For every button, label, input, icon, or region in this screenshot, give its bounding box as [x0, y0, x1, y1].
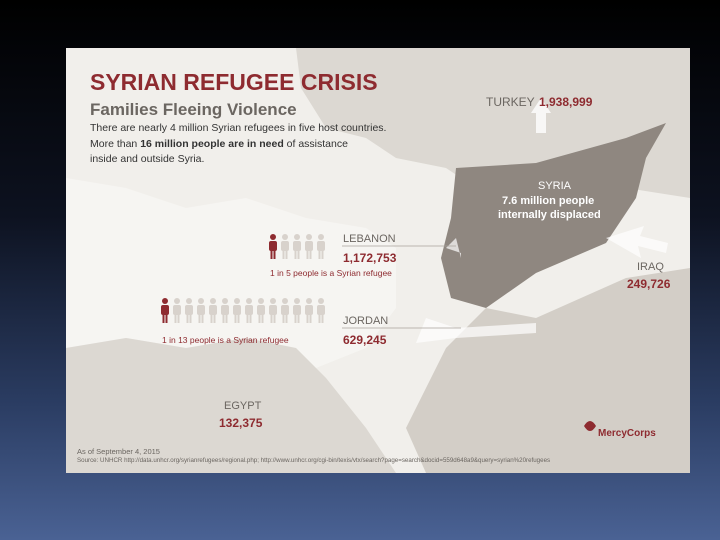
- country-name: IRAQ: [637, 261, 664, 273]
- land-egypt: [66, 338, 396, 473]
- intro-line: There are nearly 4 million Syrian refuge…: [90, 122, 387, 134]
- land-east: [406, 268, 690, 473]
- country-value: 629,245: [343, 333, 387, 347]
- sea: [66, 178, 396, 368]
- country-name: SYRIA: [538, 180, 572, 192]
- country-value: 1,172,753: [343, 251, 397, 265]
- country-value: 132,375: [219, 416, 263, 430]
- text: of assistance: [283, 138, 348, 150]
- country-name: EGYPT: [224, 400, 262, 412]
- source-note: Source: UNHCR http://data.unhcr.org/syri…: [77, 457, 551, 464]
- infographic: SYRIAN REFUGEE CRISIS Families Fleeing V…: [66, 48, 690, 473]
- arrow-turkey: [531, 98, 551, 133]
- country-value: 1,938,999: [539, 95, 593, 109]
- text: More than: [90, 138, 141, 150]
- ratio-note: 1 in 5 people is a Syrian refugee: [270, 268, 392, 278]
- map: [66, 48, 690, 473]
- intro-line: More than 16 million people are in need …: [90, 139, 348, 150]
- country-name: LEBANON: [343, 233, 396, 245]
- logo: MercyCorps: [598, 428, 656, 439]
- arrow-lebanon: [446, 238, 461, 258]
- arrow-jordan: [416, 318, 536, 343]
- title: SYRIAN REFUGEE CRISIS: [90, 69, 378, 95]
- syria-note: 7.6 million people: [502, 195, 595, 207]
- date-note: As of September 4, 2015: [77, 447, 160, 456]
- arrow-iraq: [606, 226, 668, 258]
- country-value: 249,726: [627, 277, 671, 291]
- country-name: TURKEY: [486, 95, 535, 109]
- syria-note: internally displaced: [498, 209, 601, 221]
- ratio-note: 1 in 13 people is a Syrian refugee: [162, 335, 289, 345]
- logo-icon: [584, 421, 596, 431]
- subtitle: Families Fleeing Violence: [90, 100, 297, 119]
- country-name: JORDAN: [343, 315, 389, 327]
- syria: [441, 123, 666, 308]
- intro-line: inside and outside Syria.: [90, 153, 205, 165]
- emphasis: 16 million people are in need: [140, 138, 284, 150]
